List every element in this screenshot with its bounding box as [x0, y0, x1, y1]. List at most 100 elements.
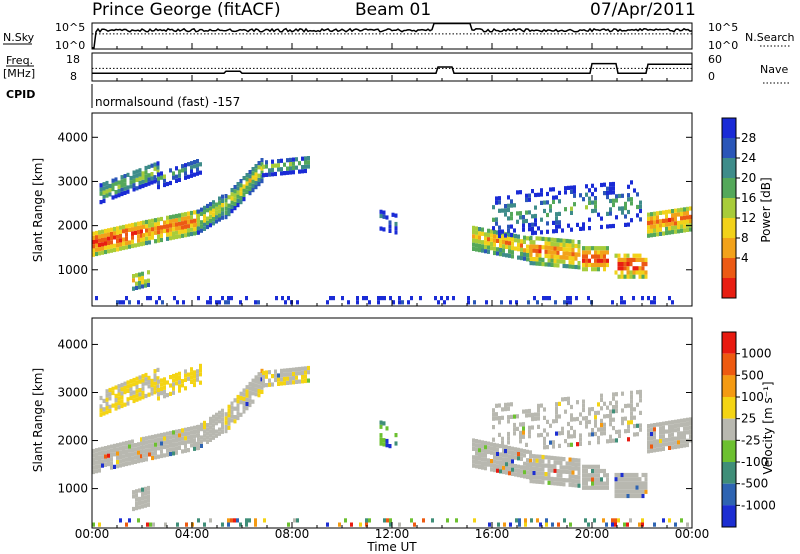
heatmap-cell-350	[175, 178, 178, 183]
heatmap-cell-1015	[507, 431, 510, 437]
heatmap-cell-835	[614, 493, 618, 499]
heatmap-cell-403	[224, 420, 228, 425]
heatmap-cell-1100	[385, 215, 389, 220]
heatmap-cell-191	[193, 231, 196, 236]
heatmap-cell-859	[665, 218, 668, 223]
heatmap-cell-325	[144, 381, 148, 386]
heatmap-cell-750	[594, 250, 597, 255]
heatmap-cell-906	[689, 206, 692, 211]
heatmap-cell-1199	[636, 423, 639, 428]
heatmap-cell-457	[271, 172, 274, 177]
heatmap-cell-39	[113, 464, 116, 469]
heatmap-cell-1231	[164, 522, 167, 527]
heatmap-cell-1150	[356, 300, 359, 305]
heatmap-cell-945	[519, 190, 522, 195]
heatmap-cell-588	[487, 462, 490, 467]
heatmap-cell-767	[603, 250, 606, 255]
heatmap-cell-154	[172, 442, 175, 448]
nsearch-tick-bottom: 10^0	[708, 39, 738, 52]
heatmap-cell-115	[151, 227, 154, 232]
heatmap-cell-908	[650, 436, 653, 441]
heatmap-cell-633	[532, 240, 536, 245]
heatmap-cell-462	[274, 163, 277, 168]
heatmap-cell-471	[262, 383, 265, 388]
heatmap-cell-288	[123, 182, 127, 187]
heatmap-cell-1002	[498, 420, 501, 425]
heatmap-cell-506	[292, 376, 295, 381]
heatmap-cell-126	[157, 225, 160, 231]
heatmap-cell-1247	[248, 518, 251, 523]
heatmap-cell-306	[132, 377, 136, 383]
heatmap-cell-625	[529, 248, 533, 253]
colorbar-swatch	[722, 397, 736, 419]
heatmap-cell-259	[105, 401, 109, 406]
heatmap-cell-974	[540, 200, 543, 205]
heatmap-cell-225	[209, 425, 212, 430]
heatmap-cell-256	[99, 183, 103, 188]
heatmap-cell-719	[544, 472, 548, 477]
heatmap-cell-75	[131, 452, 134, 457]
heatmap-cell-560	[475, 464, 478, 469]
heatmap-cell-94	[140, 225, 143, 230]
heatmap-cell-1216	[385, 443, 389, 448]
heatmap-cell-504	[289, 367, 292, 373]
heatmap-cell-325	[150, 176, 154, 181]
y-tick-label: 4000	[57, 130, 88, 144]
heatmap-cell-114	[151, 447, 154, 452]
heatmap-cell-1077	[555, 406, 558, 411]
heatmap-cell-696	[532, 454, 536, 459]
heatmap-cell-629	[505, 457, 508, 463]
heatmap-cell-806	[635, 266, 639, 271]
heatmap-cell-179	[187, 232, 190, 237]
heatmap-cell-1022	[513, 431, 516, 436]
heatmap-cell-210	[200, 427, 203, 432]
heatmap-cell-1291	[569, 522, 572, 527]
heatmap-cell-264	[105, 185, 109, 190]
heatmap-cell-637	[508, 454, 511, 459]
heatmap-cell-774	[614, 253, 618, 258]
heatmap-cell-946	[522, 227, 525, 232]
heatmap-cell-749	[559, 469, 563, 474]
heatmap-cell-371	[196, 171, 199, 176]
heatmap-cell-116	[151, 439, 154, 444]
heatmap-cell-908	[492, 217, 495, 222]
heatmap-cell-1240	[227, 518, 230, 523]
heatmap-cell-40	[113, 452, 116, 457]
heatmap-cell-615	[526, 244, 529, 249]
heatmap-cell-807	[591, 477, 594, 482]
heatmap-cell-1043	[600, 216, 603, 221]
heatmap-cell-31	[107, 245, 110, 250]
heatmap-cell-21	[101, 238, 104, 243]
heatmap-cell-320	[147, 181, 151, 186]
heatmap-cell-1060	[543, 441, 546, 446]
heatmap-cell-1	[92, 465, 95, 470]
heatmap-cell-308	[135, 393, 139, 398]
heatmap-cell-965	[677, 427, 680, 432]
heatmap-cell-782	[620, 266, 624, 271]
heatmap-cell-1070	[621, 210, 624, 215]
heatmap-cell-1162	[612, 409, 615, 414]
heatmap-cell-1049	[534, 416, 537, 421]
heatmap-cell-765	[603, 258, 606, 263]
heatmap-cell-317	[144, 174, 148, 179]
heatmap-cell-41	[113, 448, 116, 453]
heatmap-cell-139	[163, 432, 166, 437]
heatmap-cell-511	[144, 279, 147, 284]
heatmap-cell-931	[507, 195, 510, 200]
heatmap-cell-577	[481, 452, 484, 458]
heatmap-cell-529	[132, 490, 135, 495]
heatmap-cell-755	[597, 254, 600, 259]
heatmap-cell-636	[508, 458, 511, 463]
heatmap-cell-84	[137, 459, 140, 464]
heatmap-cell-624	[502, 448, 505, 454]
heatmap-cell-243	[218, 209, 221, 214]
heatmap-cell-757	[597, 246, 600, 251]
heatmap-cell-1141	[600, 406, 603, 411]
heatmap-cell-448	[248, 381, 252, 387]
heatmap-cell-292	[126, 185, 130, 190]
heatmap-cell-756	[597, 250, 600, 255]
heatmap-cell-788	[623, 257, 627, 262]
heatmap-cell-606	[496, 468, 499, 473]
heatmap-cell-1276	[503, 522, 506, 527]
heatmap-cell-357	[163, 385, 166, 390]
